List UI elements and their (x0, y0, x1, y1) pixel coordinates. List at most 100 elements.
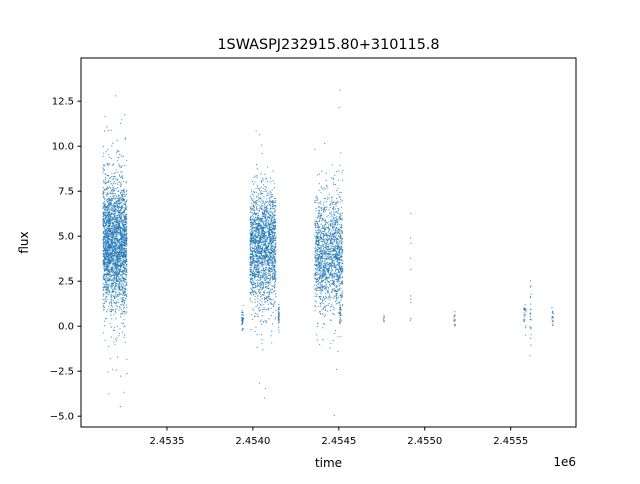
data-point (262, 276, 264, 278)
data-point (254, 239, 257, 241)
data-point (107, 293, 109, 295)
data-point (124, 271, 127, 273)
data-point (252, 232, 254, 234)
data-point (257, 284, 259, 287)
data-point (105, 244, 107, 246)
data-point (262, 220, 264, 222)
data-point (278, 318, 280, 321)
data-point (121, 297, 123, 299)
data-point (119, 202, 121, 204)
data-point (106, 182, 108, 184)
data-point (110, 217, 112, 219)
data-point (116, 218, 118, 220)
data-point (105, 301, 107, 303)
data-point (104, 173, 106, 175)
data-point (250, 209, 252, 211)
data-point (259, 221, 262, 223)
data-point (117, 279, 119, 281)
data-point (115, 275, 117, 277)
data-point (241, 329, 243, 331)
data-point (114, 302, 116, 304)
data-point (107, 148, 109, 151)
data-point (110, 201, 112, 203)
data-point (264, 251, 266, 253)
data-point (103, 225, 105, 227)
data-point (104, 215, 106, 217)
data-point (121, 228, 123, 230)
data-point (108, 244, 111, 246)
data-point (271, 231, 273, 233)
data-point (125, 195, 127, 197)
data-point (110, 190, 112, 192)
data-point (115, 248, 117, 250)
data-point (262, 202, 264, 204)
data-point (109, 249, 111, 251)
data-point (124, 215, 126, 217)
data-point (122, 273, 124, 275)
data-point (258, 273, 260, 275)
data-point (112, 236, 114, 238)
data-point (103, 164, 105, 166)
data-point (324, 300, 326, 302)
data-point (108, 294, 110, 296)
data-point (259, 232, 261, 234)
data-point (260, 225, 262, 227)
data-point (275, 275, 277, 277)
data-point (253, 246, 255, 248)
data-point (124, 285, 126, 287)
data-point (104, 257, 106, 259)
data-point (249, 249, 251, 251)
data-point (113, 258, 115, 260)
data-point (104, 234, 106, 236)
data-point (125, 213, 127, 215)
data-point (268, 233, 270, 235)
data-point (124, 222, 127, 224)
data-point (270, 267, 272, 270)
data-point (315, 210, 317, 212)
data-point (112, 217, 114, 219)
data-point (105, 231, 107, 233)
data-point (110, 302, 112, 304)
data-point (112, 261, 115, 263)
data-point (111, 229, 113, 231)
data-point (113, 269, 116, 271)
data-point (250, 281, 252, 283)
data-point (257, 257, 259, 260)
data-point (269, 201, 271, 203)
data-point (116, 245, 118, 247)
data-point (324, 276, 326, 278)
data-point (121, 275, 123, 277)
data-point (104, 243, 106, 245)
data-point (116, 226, 118, 228)
data-point (271, 213, 273, 215)
data-point (103, 152, 105, 154)
data-point (115, 188, 117, 190)
data-point (102, 196, 105, 199)
data-point (103, 246, 105, 248)
data-point (117, 207, 119, 209)
data-point (119, 199, 121, 201)
data-point (274, 205, 276, 207)
data-point (106, 251, 108, 253)
data-point (259, 256, 261, 258)
data-point (242, 327, 244, 330)
data-point (253, 192, 255, 194)
data-point (258, 303, 260, 305)
data-point (117, 268, 119, 270)
data-point (263, 238, 265, 240)
data-point (118, 163, 120, 165)
data-point (262, 247, 264, 249)
data-point (273, 259, 276, 261)
data-point (122, 287, 124, 289)
data-point (259, 225, 261, 227)
data-point (265, 216, 267, 218)
data-point (267, 166, 269, 168)
data-point (273, 272, 276, 274)
data-point (124, 261, 127, 263)
data-point (268, 227, 271, 229)
data-point (115, 276, 117, 278)
data-point (268, 243, 270, 246)
data-point (120, 271, 122, 273)
data-point (123, 229, 125, 231)
data-point (262, 281, 264, 284)
